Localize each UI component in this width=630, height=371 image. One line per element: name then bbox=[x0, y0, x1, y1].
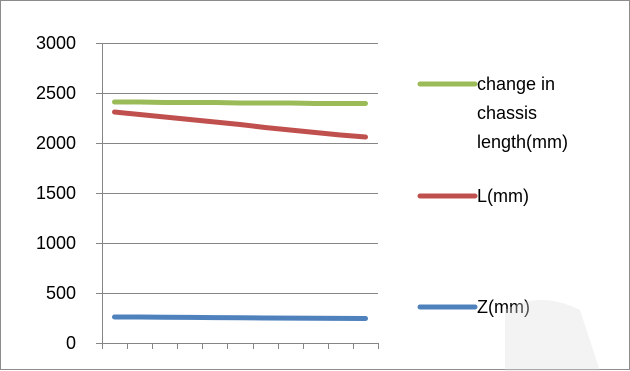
series-line-2 bbox=[112, 314, 368, 321]
legend-label-0-2: length(mm) bbox=[477, 132, 568, 152]
gridlines bbox=[96, 43, 378, 294]
legend-label-2-0: Z(mm) bbox=[477, 297, 530, 317]
legend-item-1: L(mm) bbox=[417, 186, 529, 206]
legend-label-1-0: L(mm) bbox=[477, 186, 529, 206]
y-tick-label-1000: 1000 bbox=[36, 233, 76, 253]
legend-item-2: Z(mm) bbox=[417, 297, 530, 317]
series-line-0 bbox=[112, 99, 368, 106]
y-tick-label-3000: 3000 bbox=[36, 33, 76, 53]
series-lines bbox=[112, 99, 368, 321]
watermark bbox=[505, 300, 600, 371]
legend-label-0-0: change in bbox=[477, 74, 555, 94]
y-tick-label-500: 500 bbox=[46, 283, 76, 303]
y-axis-tick-labels: 0 500 1000 1500 2000 2500 3000 bbox=[36, 33, 76, 353]
legend-item-0: change in chassis length(mm) bbox=[417, 74, 568, 152]
axes bbox=[96, 43, 379, 349]
y-tick-label-1500: 1500 bbox=[36, 183, 76, 203]
y-tick-label-2000: 2000 bbox=[36, 133, 76, 153]
y-tick-label-2500: 2500 bbox=[36, 83, 76, 103]
legend-label-0-1: chassis bbox=[477, 103, 537, 123]
legend: change in chassis length(mm) L(mm) Z(mm) bbox=[417, 74, 568, 317]
y-tick-label-0: 0 bbox=[66, 333, 76, 353]
